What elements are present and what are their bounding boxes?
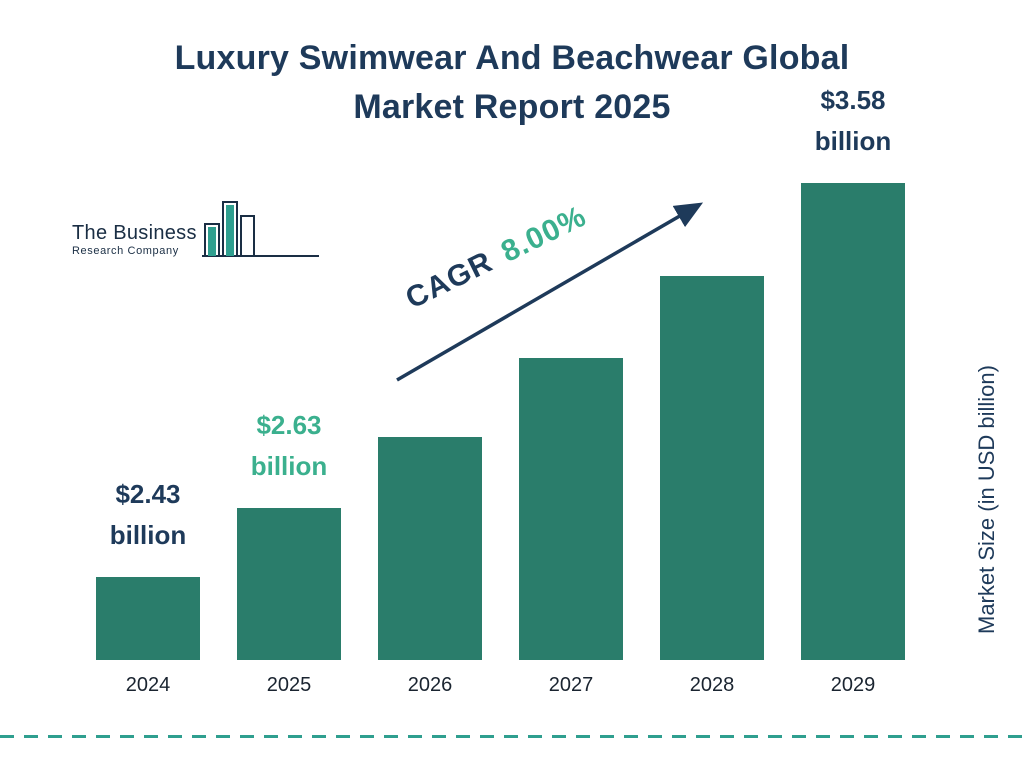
bar-2029 [801,183,905,660]
bar-2028 [660,276,764,660]
x-axis-label-2024: 2024 [125,674,171,696]
bar-column-2027: 2027 [519,358,623,696]
bar-2025 [237,508,341,660]
bar-column-2028: 2028 [660,276,764,696]
chart-title-line2: Market Report 2025 [353,88,671,127]
bar-column-2029: $3.58 billion 2029 [801,80,905,696]
company-logo-text: The Business Research Company [72,222,197,265]
bar-column-2024: $2.43 billion 2024 [96,474,200,696]
bar-column-2025: $2.63 billion 2025 [237,405,341,696]
x-axis-label-2026: 2026 [407,674,453,696]
x-axis-label-2028: 2028 [689,674,735,696]
chart-title-line1: Luxury Swimwear And Beachwear Global [174,39,850,77]
bar-value-label-2024: $2.43 billion [109,478,187,551]
bar-column-2026: 2026 [378,437,482,696]
x-axis-label-2025: 2025 [266,674,312,696]
bottom-dashed-divider [0,735,1024,738]
company-name-line2: Research Company [72,245,179,257]
y-axis-label: Market Size (in USD billion) [974,365,999,635]
logo-bars-icon [201,196,321,265]
chart-title: Luxury Swimwear And Beachwear Global Mar… [70,34,954,133]
bar-value-label-2025: $2.63 billion [250,409,328,482]
bar-2026 [378,437,482,660]
bar-2027 [519,358,623,660]
bar-chart: $2.43 billion 2024 $2.63 billion 2025 2026 2027… [96,80,905,696]
company-logo: The Business Research Company [72,196,321,265]
x-axis-label-2029: 2029 [830,674,876,696]
bar-2024 [96,577,200,660]
cagr-trend-arrow [396,202,704,382]
bar-value-label-2029: $3.58 billion [814,84,892,157]
x-axis-label-2027: 2027 [548,674,594,696]
company-name-line1: The Business [72,222,197,244]
